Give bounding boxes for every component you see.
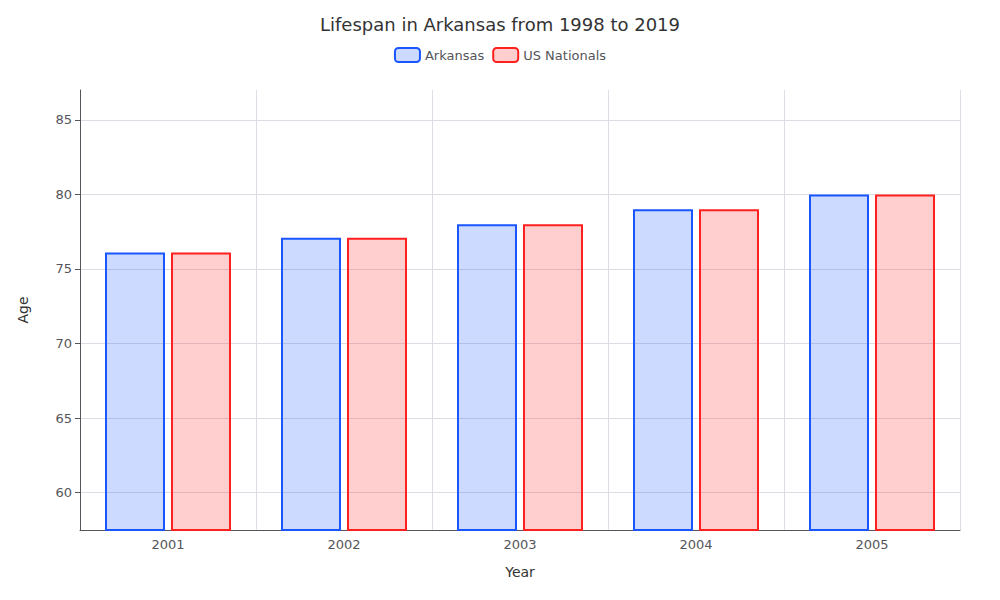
svg-text:US Nationals: US Nationals — [523, 48, 606, 63]
svg-text:Lifespan in Arkansas from 1998: Lifespan in Arkansas from 1998 to 2019 — [320, 14, 680, 35]
svg-text:Age: Age — [15, 296, 31, 323]
svg-text:Year: Year — [504, 564, 535, 580]
svg-text:60: 60 — [55, 485, 72, 500]
svg-text:2001: 2001 — [151, 537, 184, 552]
svg-text:Arkansas: Arkansas — [425, 48, 484, 63]
svg-text:65: 65 — [55, 411, 72, 426]
svg-text:75: 75 — [55, 261, 72, 276]
svg-text:2004: 2004 — [679, 537, 712, 552]
svg-text:70: 70 — [55, 336, 72, 351]
svg-text:85: 85 — [55, 112, 72, 127]
svg-text:2003: 2003 — [503, 537, 536, 552]
svg-text:2005: 2005 — [855, 537, 888, 552]
svg-text:80: 80 — [55, 187, 72, 202]
svg-text:2002: 2002 — [327, 537, 360, 552]
